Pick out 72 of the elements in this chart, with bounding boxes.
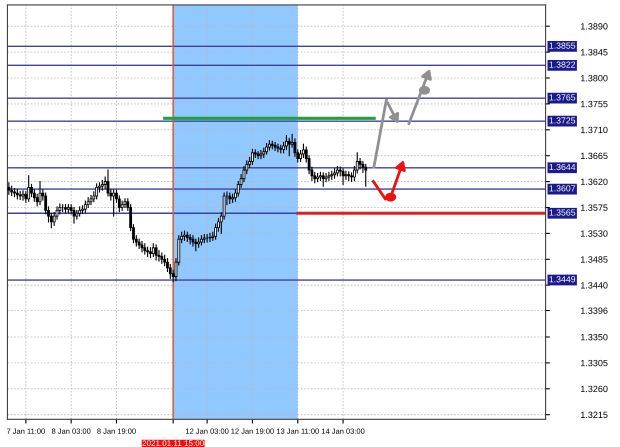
candlestick [202, 234, 206, 244]
candlestick [186, 232, 189, 242]
candlestick [22, 190, 24, 201]
y-tick-label: 1.3710 [581, 126, 608, 134]
y-tick-label: 1.3530 [581, 230, 608, 237]
candlestick [192, 235, 194, 247]
candlestick [149, 247, 152, 258]
candlestick [333, 168, 336, 179]
candlestick [86, 197, 90, 208]
candlestick [194, 238, 198, 252]
candlestick [146, 246, 150, 257]
y-tick-label: 1.3845 [581, 49, 608, 56]
candlestick [90, 194, 92, 206]
candlestick [152, 243, 155, 257]
candlestick [84, 200, 87, 213]
y-tick-label: 1.3755 [581, 100, 608, 108]
x-tick-label: 2021.01.11 15:00 [142, 440, 204, 446]
ref-line-label: 1.3855 [549, 42, 576, 49]
candlestick [95, 183, 98, 200]
candlestick [200, 235, 203, 246]
y-tick-label: 1.3800 [581, 74, 608, 82]
candlestick [160, 252, 164, 264]
candlestick [154, 244, 158, 260]
candlestick [279, 144, 282, 154]
candlestick [27, 175, 30, 202]
y-tick-label: 1.3620 [581, 178, 608, 185]
y-tick-label: 1.3485 [581, 256, 608, 263]
y-tick-label: 1.3890 [581, 23, 608, 30]
candlestick [330, 170, 334, 180]
candlestick [188, 234, 192, 244]
ref-line-label: 1.3644 [549, 164, 576, 170]
candlestick [336, 166, 339, 176]
ref-line-label: 1.3449 [549, 276, 576, 282]
candlestick [228, 192, 232, 204]
candlestick [104, 176, 107, 190]
y-tick-label: 1.3665 [581, 152, 608, 160]
candlestick [140, 240, 144, 252]
y-tick-label: 1.3575 [581, 204, 608, 211]
y-tick-label: 1.3350 [581, 334, 608, 340]
ref-line-label: 1.3822 [549, 62, 576, 68]
candlestick [72, 206, 76, 224]
candlestick [30, 184, 33, 198]
candlestick [100, 180, 104, 191]
ref-line-label: 1.3607 [549, 185, 576, 192]
candlestick [38, 181, 42, 206]
candlestick [270, 140, 274, 150]
ref-line-label: 1.3765 [549, 94, 576, 100]
candlestick [16, 189, 19, 200]
y-tick-label: 1.3260 [581, 386, 608, 392]
candlestick [78, 206, 82, 217]
candlestick [10, 186, 14, 196]
y-tick-label: 1.3305 [581, 360, 608, 366]
candlestick [106, 170, 110, 197]
y-tick-label: 1.3396 [581, 307, 608, 314]
y-tick-label: 1.3440 [581, 282, 608, 289]
ref-line-label: 1.3565 [549, 209, 576, 216]
candlestick [288, 138, 291, 156]
candlestick [268, 140, 271, 150]
candlestick [197, 237, 200, 248]
candlestick [138, 238, 141, 249]
candlestick [347, 171, 350, 182]
candlestick [322, 172, 325, 187]
candlestick [265, 143, 268, 155]
y-tick-label: 1.3215 [581, 412, 608, 418]
candlestick [183, 230, 186, 241]
candlestick [342, 168, 344, 186]
candlestick [7, 182, 10, 195]
candlestick [364, 164, 368, 187]
candlestick [143, 243, 146, 255]
candlestick [112, 189, 116, 217]
candlestick [251, 148, 254, 165]
ref-line-label: 1.3725 [549, 117, 576, 124]
